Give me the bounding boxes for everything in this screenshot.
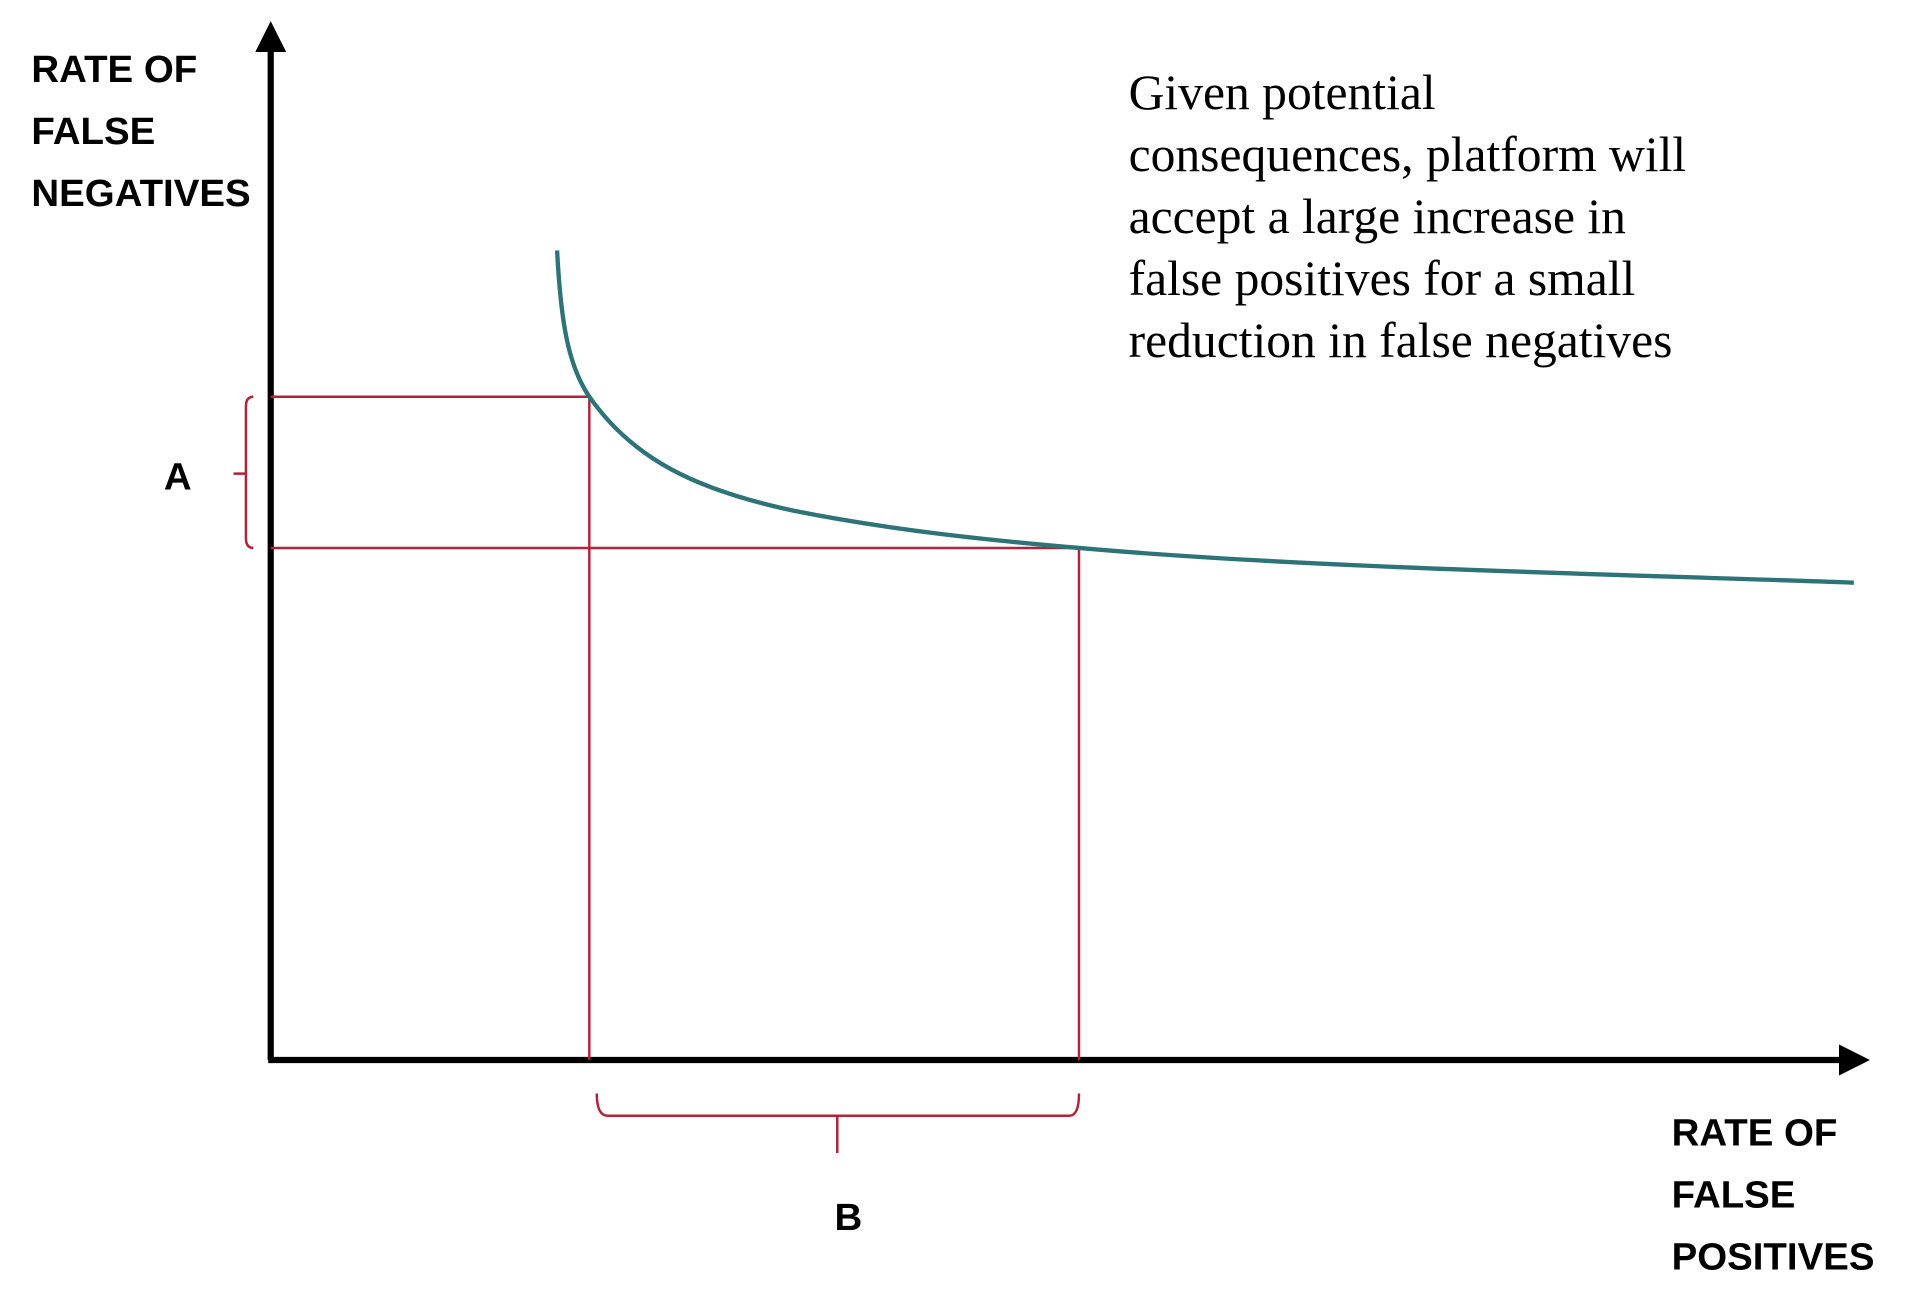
y-axis-label: FALSE (31, 110, 155, 153)
x-axis-label: POSITIVES (1672, 1235, 1875, 1278)
y-axis-label: RATE OF (31, 48, 197, 91)
bracket-a (233, 395, 254, 550)
bracket-label: B (835, 1196, 863, 1239)
annotation-line: consequences, platform will (1129, 127, 1687, 182)
bracket-b (595, 1093, 1081, 1153)
tradeoff-curve (554, 250, 1854, 585)
annotation-line: false positives for a small (1129, 251, 1636, 306)
x-axis-label: FALSE (1672, 1173, 1796, 1216)
y-axis-label: NEGATIVES (31, 172, 250, 215)
annotation-line: Given potential (1129, 65, 1436, 120)
annotation-line: accept a large increase in (1129, 189, 1627, 244)
bracket-label: A (164, 456, 192, 499)
x-axis-label: RATE OF (1672, 1112, 1838, 1155)
guides (233, 395, 1081, 1153)
annotation-line: reduction in false negatives (1129, 313, 1673, 368)
